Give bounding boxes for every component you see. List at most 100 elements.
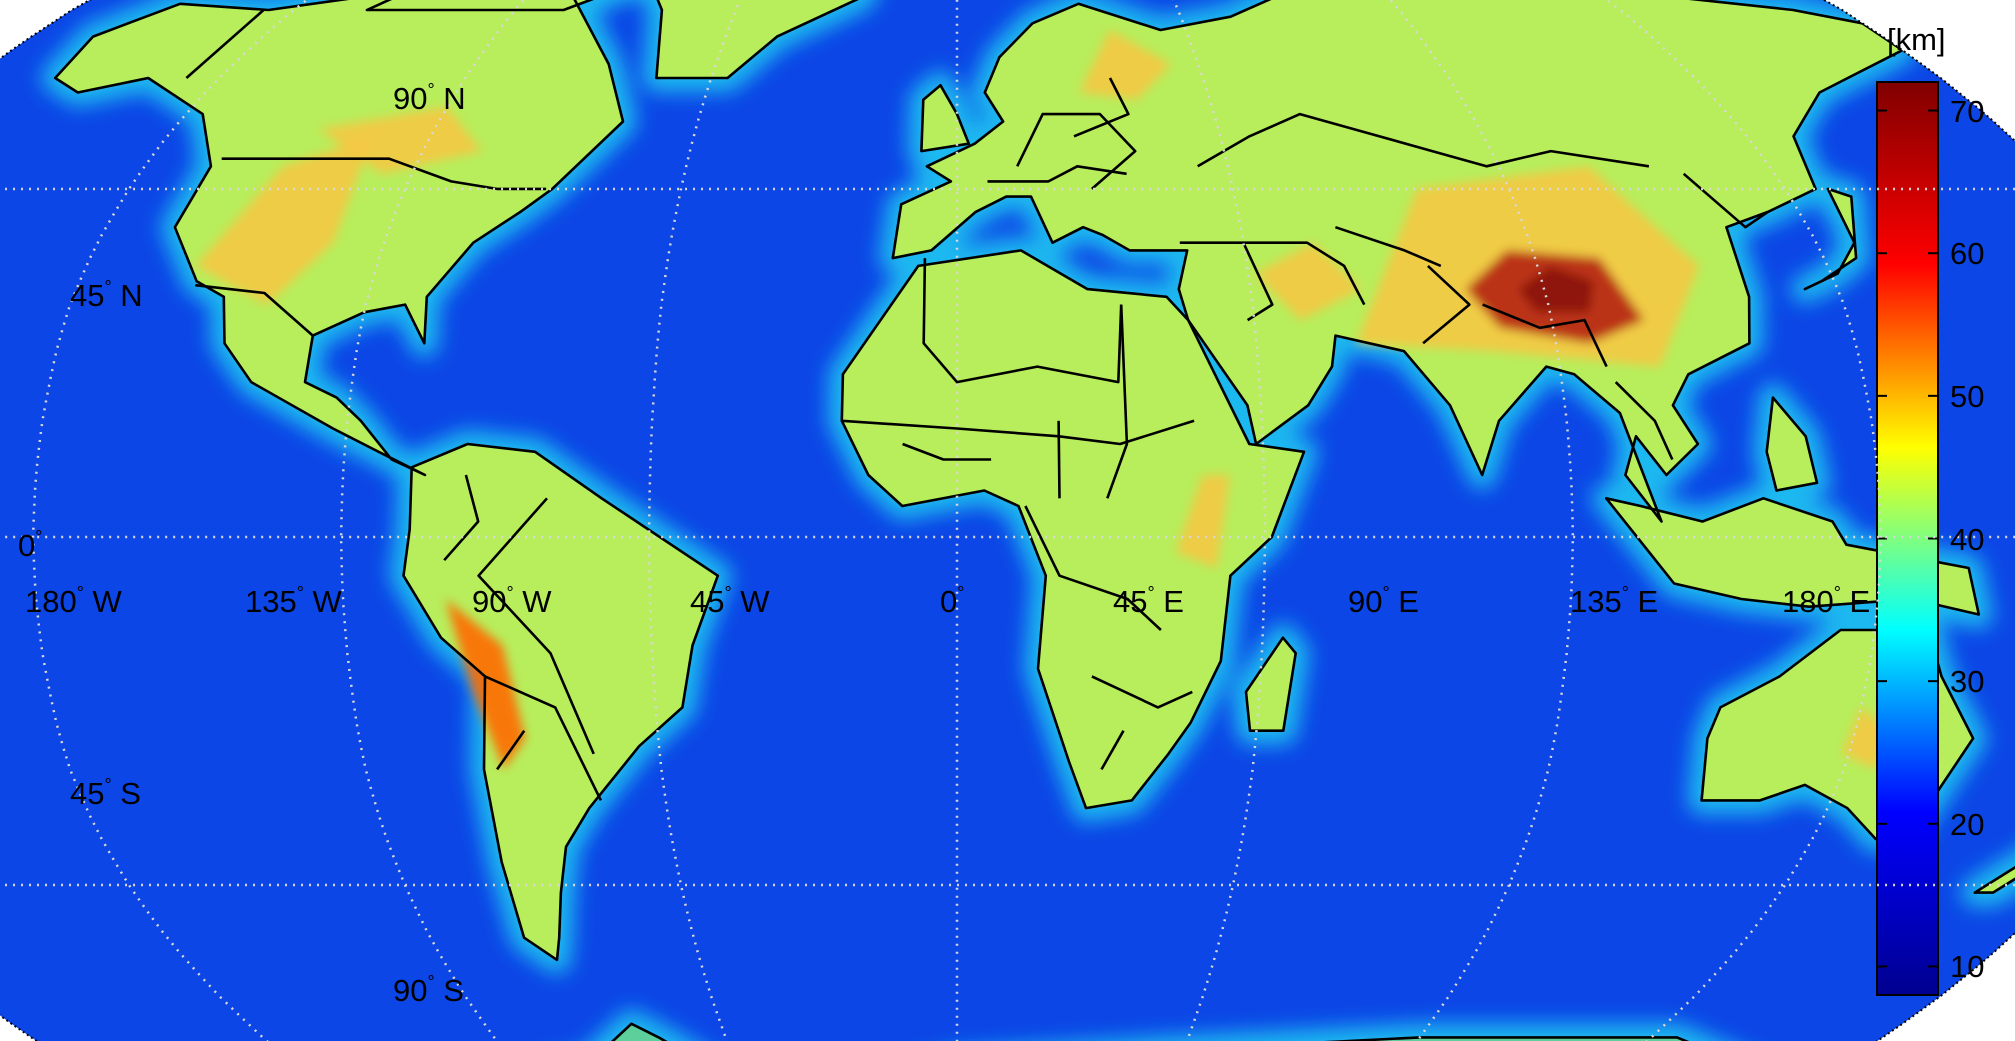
- degree-sign: °: [1621, 583, 1629, 603]
- canada-shield: [318, 106, 482, 174]
- degree-value: 90: [393, 81, 428, 116]
- border-3: [477, 497, 595, 755]
- coast-indonesia: [1604, 497, 1981, 616]
- lat-label-2: 0°: [18, 527, 43, 563]
- border-23: [1682, 172, 1769, 229]
- coast-south-america: [402, 442, 720, 962]
- meridian--135: [31, 0, 309, 1041]
- lon-label-7: 135° E: [1570, 583, 1659, 619]
- iran: [1254, 242, 1362, 321]
- degree-value: 135: [245, 584, 297, 619]
- land-greenland: [644, 0, 881, 78]
- degree-sign: °: [957, 583, 965, 603]
- degree-value: 90: [472, 584, 507, 619]
- border-6: [496, 729, 526, 771]
- meridian-90: [1388, 0, 1575, 1041]
- rockies: [195, 136, 373, 305]
- lon-label-8: 180° E: [1782, 583, 1871, 619]
- lat-label-3: 45° S: [70, 775, 141, 811]
- border-24: [987, 165, 1127, 183]
- colorbar-tick-label: 20: [1950, 806, 1985, 842]
- land-uk: [921, 85, 969, 152]
- border-2: [185, 9, 265, 79]
- border-18: [1482, 303, 1608, 368]
- hemisphere: E: [1389, 584, 1419, 619]
- degree-value: 90: [393, 973, 428, 1008]
- coast-madagascar: [1244, 636, 1297, 732]
- border-0: [221, 157, 547, 191]
- degree-sign: °: [1382, 583, 1390, 603]
- degree-sign: °: [35, 527, 43, 547]
- lon-label-3: 45° W: [690, 583, 770, 619]
- hemisphere: N: [434, 81, 466, 116]
- colorbar-tick-label: 30: [1950, 664, 1985, 700]
- lon-label-4: 0°: [940, 583, 965, 619]
- degree-sign: °: [296, 583, 304, 603]
- hemisphere: E: [1628, 584, 1659, 619]
- lon-label-2: 90° W: [472, 583, 552, 619]
- hemisphere: S: [111, 776, 141, 811]
- degree-sign: °: [1833, 583, 1841, 603]
- degree-sign: °: [506, 583, 514, 603]
- coast-new-zealand: [1973, 830, 2015, 894]
- hemisphere: W: [83, 584, 122, 619]
- degree-sign: °: [1147, 583, 1155, 603]
- colorbar-unit-label: [km]: [1887, 22, 1946, 57]
- border-16: [1197, 112, 1650, 168]
- degree-sign: °: [427, 80, 435, 100]
- border-25: [1073, 77, 1130, 138]
- border-22: [1422, 264, 1471, 345]
- degree-value: 0: [940, 584, 958, 619]
- land-africa: [841, 250, 1304, 809]
- border-15: [1016, 112, 1137, 190]
- hemisphere: N: [111, 278, 143, 313]
- colorbar-tick-label: 60: [1950, 236, 1985, 272]
- lat-label-4: 90° S: [393, 972, 464, 1008]
- coast-eurasia: [891, 0, 1904, 523]
- degree-sign: °: [76, 583, 84, 603]
- colorbar-tick-label: 70: [1950, 93, 1985, 129]
- colorbar-tick-label: 50: [1950, 378, 1985, 414]
- coast-north-america: [53, 0, 625, 477]
- lon-label-6: 90° E: [1348, 583, 1419, 619]
- hemisphere: W: [513, 584, 552, 619]
- coast-uk: [920, 84, 971, 153]
- hemisphere: S: [434, 973, 464, 1008]
- colorbar: [1876, 81, 1939, 996]
- land-philippines: [1766, 397, 1817, 491]
- degree-value: 45: [70, 776, 105, 811]
- colorbar-tick-label: 40: [1950, 521, 1985, 557]
- degree-sign: °: [724, 583, 732, 603]
- border-5: [443, 474, 480, 562]
- land-north-america: [55, 0, 623, 475]
- degree-value: 180: [1782, 584, 1834, 619]
- degree-sign: °: [104, 277, 112, 297]
- degree-value: 45: [690, 584, 725, 619]
- coast-philippines: [1765, 396, 1819, 492]
- degree-value: 90: [1348, 584, 1383, 619]
- crust-highs: [195, 30, 1890, 770]
- lat-label-0: 90° N: [393, 80, 466, 116]
- coast-africa: [840, 249, 1306, 810]
- hemisphere: E: [1154, 584, 1184, 619]
- scandinavia: [1079, 30, 1172, 100]
- degree-value: 45: [1113, 584, 1148, 619]
- degree-value: 180: [25, 584, 77, 619]
- border-21: [1179, 241, 1274, 322]
- border-14: [1100, 730, 1125, 771]
- degree-sign: °: [427, 972, 435, 992]
- border-11: [1106, 304, 1129, 499]
- meridian-135: [1605, 0, 1883, 1041]
- hemisphere: W: [303, 584, 342, 619]
- lat-label-1: 45° N: [70, 277, 143, 313]
- lon-label-5: 45° E: [1113, 583, 1184, 619]
- hemisphere: W: [731, 584, 770, 619]
- hemisphere: E: [1840, 584, 1871, 619]
- border-12: [1057, 420, 1061, 499]
- degree-sign: °: [104, 775, 112, 795]
- degree-value: 0: [18, 528, 36, 563]
- meridian--90: [339, 0, 526, 1041]
- border-10: [1091, 675, 1193, 709]
